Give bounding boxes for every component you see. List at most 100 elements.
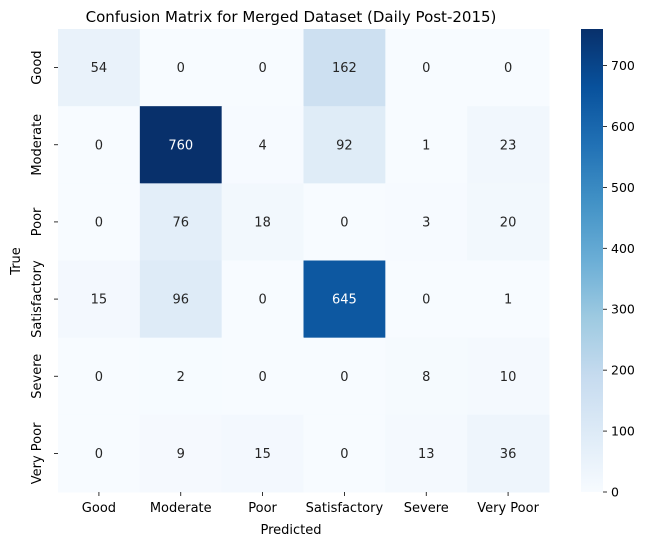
heatmap-cell bbox=[303, 337, 386, 416]
heatmap-cell bbox=[58, 337, 141, 416]
heatmap-cell bbox=[467, 260, 550, 339]
heatmap-cell bbox=[221, 106, 304, 184]
x-axis-label: Predicted bbox=[260, 523, 321, 538]
heatmap-cell bbox=[139, 106, 223, 184]
heatmap-cell-label: 0 bbox=[340, 215, 348, 230]
heatmap-cell bbox=[385, 414, 468, 493]
x-tick-label: Satisfactory bbox=[306, 501, 384, 516]
y-axis-label: True bbox=[9, 247, 24, 276]
heatmap-cell bbox=[221, 260, 304, 339]
heatmap-cell-label: 10 bbox=[500, 370, 517, 385]
heatmap-cell bbox=[139, 29, 223, 107]
heatmap-cell-label: 0 bbox=[258, 61, 266, 76]
heatmap-cell-label: 0 bbox=[340, 447, 348, 462]
heatmap-cell bbox=[58, 414, 141, 493]
colorbar-ticks: 0 100 200 300 400 500 600 700 bbox=[603, 58, 635, 500]
heatmap-cell-label: 0 bbox=[258, 293, 266, 308]
x-tick-label: Moderate bbox=[150, 501, 212, 516]
colorbar-tick-label: 500 bbox=[611, 180, 635, 195]
heatmap-cell-label: 760 bbox=[168, 138, 193, 153]
heatmap-cell-label: 0 bbox=[177, 61, 185, 76]
heatmap-cell bbox=[139, 183, 223, 261]
heatmap-cell-label: 0 bbox=[422, 293, 430, 308]
heatmap-cell-labels: 54 0 0 162 0 00 760 4 92 1 230 76 18 0 3 2015 96 0 645 0 10 2… bbox=[91, 61, 517, 462]
heatmap-cell-label: 0 bbox=[258, 370, 266, 385]
heatmap-cell-label: 0 bbox=[95, 138, 103, 153]
heatmap-cell-label: 20 bbox=[500, 215, 517, 230]
heatmap-cell bbox=[385, 260, 468, 339]
heatmap-cell-label: 1 bbox=[422, 138, 430, 153]
heatmap-cell-label: 3 bbox=[422, 215, 430, 230]
x-tick-label: Severe bbox=[404, 501, 449, 516]
heatmap-cell-label: 0 bbox=[504, 61, 512, 76]
heatmap-cell-label: 18 bbox=[254, 215, 271, 230]
heatmap-cell-label: 162 bbox=[332, 61, 357, 76]
heatmap-cell-label: 0 bbox=[340, 370, 348, 385]
heatmap-cell-label: 13 bbox=[418, 447, 435, 462]
colorbar-tick-label: 100 bbox=[611, 424, 635, 439]
heatmap-cells bbox=[58, 29, 550, 493]
heatmap-cell bbox=[467, 337, 550, 416]
heatmap-cell bbox=[385, 337, 468, 416]
x-tick-label: Very Poor bbox=[477, 501, 539, 516]
chart-title: Confusion Matrix for Merged Dataset (Dai… bbox=[86, 8, 497, 26]
heatmap-cell-label: 645 bbox=[332, 293, 357, 308]
colorbar-tick-label: 700 bbox=[611, 58, 635, 73]
heatmap-cell bbox=[467, 106, 550, 184]
heatmap-cell bbox=[467, 29, 550, 107]
heatmap-cell-label: 2 bbox=[177, 370, 185, 385]
heatmap-cell bbox=[303, 260, 386, 339]
y-axis-ticks: Good Moderate Poor Satisfactory Severe Very P… bbox=[30, 50, 58, 484]
heatmap-cell-label: 15 bbox=[91, 293, 108, 308]
heatmap-cell bbox=[303, 183, 386, 261]
x-axis-ticks: Good Moderate Poor Satisfactory Severe Very P… bbox=[82, 492, 540, 516]
heatmap-cell bbox=[139, 260, 223, 339]
heatmap-cell-label: 92 bbox=[336, 138, 353, 153]
heatmap-cell bbox=[303, 106, 386, 184]
colorbar-tick-label: 600 bbox=[611, 119, 635, 134]
heatmap-cell bbox=[467, 414, 550, 493]
heatmap-cell-label: 23 bbox=[500, 138, 517, 153]
heatmap-cell-label: 0 bbox=[422, 61, 430, 76]
y-tick-label: Good bbox=[30, 50, 45, 84]
y-tick-label: Severe bbox=[30, 354, 45, 399]
heatmap-cell-label: 9 bbox=[177, 447, 185, 462]
colorbar-tick-label: 400 bbox=[611, 241, 635, 256]
heatmap-cell-label: 0 bbox=[95, 215, 103, 230]
y-tick-label: Very Poor bbox=[30, 422, 45, 484]
heatmap-cell bbox=[221, 183, 304, 261]
heatmap-cell-label: 0 bbox=[95, 447, 103, 462]
x-tick-label: Good bbox=[82, 501, 116, 516]
heatmap-cell bbox=[385, 29, 468, 107]
y-tick-label: Satisfactory bbox=[30, 260, 45, 338]
x-tick-label: Poor bbox=[248, 501, 277, 516]
heatmap-cell bbox=[303, 29, 386, 107]
heatmap-cell-label: 4 bbox=[258, 138, 266, 153]
heatmap-cell-label: 96 bbox=[172, 293, 189, 308]
heatmap-cell-label: 54 bbox=[91, 61, 108, 76]
heatmap-cell bbox=[385, 106, 468, 184]
colorbar-tick-label: 200 bbox=[611, 363, 635, 378]
heatmap-cell bbox=[221, 29, 304, 107]
heatmap-cell-label: 15 bbox=[254, 447, 271, 462]
heatmap-cell-label: 76 bbox=[172, 215, 189, 230]
heatmap-cell bbox=[221, 414, 304, 493]
heatmap-cell-label: 1 bbox=[504, 293, 512, 308]
colorbar-tick-label: 0 bbox=[611, 485, 619, 500]
heatmap-cell bbox=[58, 183, 141, 261]
heatmap-cell bbox=[221, 337, 304, 416]
heatmap-cell bbox=[303, 414, 386, 493]
heatmap-cell bbox=[139, 337, 223, 416]
y-tick-label: Moderate bbox=[30, 114, 45, 176]
heatmap-cell bbox=[467, 183, 550, 261]
heatmap-cell bbox=[139, 414, 223, 493]
heatmap-cell-label: 8 bbox=[422, 370, 430, 385]
heatmap-cell-label: 36 bbox=[500, 447, 517, 462]
heatmap-cell bbox=[58, 106, 141, 184]
heatmap-cell bbox=[385, 183, 468, 261]
colorbar-tick-label: 300 bbox=[611, 302, 635, 317]
heatmap-cell bbox=[58, 260, 141, 339]
colorbar bbox=[581, 29, 603, 492]
y-tick-label: Poor bbox=[30, 207, 45, 236]
